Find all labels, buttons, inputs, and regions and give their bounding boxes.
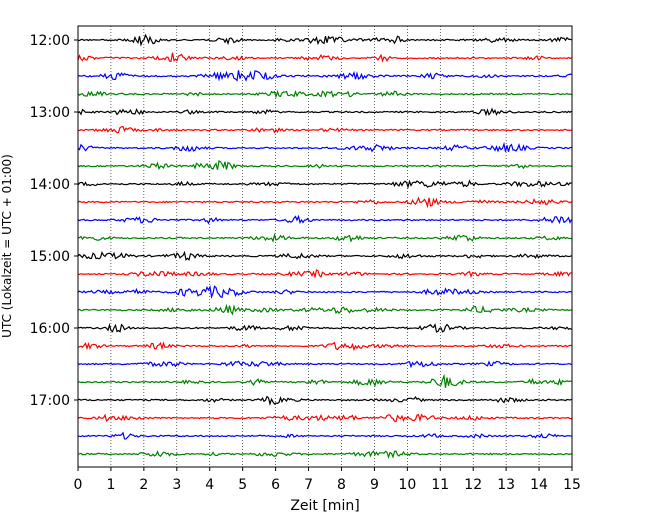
trace-1330 <box>77 141 572 153</box>
trace-1600 <box>77 323 572 333</box>
trace-1730 <box>77 431 572 440</box>
trace-1745 <box>77 450 572 459</box>
trace-1400 <box>77 179 572 190</box>
x-tick-label: 3 <box>172 477 181 493</box>
x-tick-label: 7 <box>304 477 313 493</box>
trace-1230 <box>77 70 572 82</box>
trace-1530 <box>77 285 572 299</box>
x-tick-label: 5 <box>238 477 247 493</box>
seismic-traces <box>77 33 573 459</box>
trace-1300 <box>77 107 572 117</box>
trace-1615 <box>77 341 572 352</box>
y-axis: 12:00 13:00 14:00 15:00 16:00 17:00 <box>30 33 78 409</box>
x-tick-label: 4 <box>205 477 214 493</box>
y-tick-label: 14:00 <box>30 177 70 193</box>
y-tick-label: 15:00 <box>30 249 70 265</box>
trace-1445 <box>77 232 572 243</box>
trace-1715 <box>77 413 572 423</box>
trace-1245 <box>77 89 572 99</box>
trace-1700 <box>77 395 572 407</box>
x-tick-label: 11 <box>431 477 449 493</box>
y-tick-label: 16:00 <box>30 321 70 337</box>
x-tick-label: 8 <box>337 477 346 493</box>
x-tick-label: 13 <box>497 477 515 493</box>
plot-frame <box>77 25 573 468</box>
grid-lines <box>110 26 540 467</box>
trace-1345 <box>77 160 572 171</box>
trace-1645 <box>77 373 572 388</box>
x-tick-label: 9 <box>370 477 379 493</box>
y-axis-label: UTC (Lokalzeit = UTC + 01:00) <box>0 154 14 338</box>
y-tick-label: 17:00 <box>30 393 70 409</box>
y-tick-label: 13:00 <box>30 105 70 121</box>
x-tick-label: 12 <box>464 477 482 493</box>
x-tick-label: 10 <box>398 477 416 493</box>
trace-1200 <box>77 33 572 47</box>
trace-1515 <box>77 269 572 279</box>
trace-1545 <box>77 303 572 316</box>
trace-1415 <box>77 196 572 209</box>
trace-1500 <box>77 250 572 261</box>
x-tick-label: 6 <box>271 477 280 493</box>
trace-1430 <box>77 214 573 225</box>
x-tick-label: 15 <box>563 477 581 493</box>
x-tick-label: 1 <box>106 477 115 493</box>
x-tick-label: 2 <box>139 477 148 493</box>
x-axis-label: Zeit [min] <box>290 498 359 514</box>
y-tick-label: 12:00 <box>30 33 70 49</box>
x-axis: 0 1 2 3 4 5 6 7 8 9 10 11 12 13 14 15 <box>74 467 581 493</box>
trace-1215 <box>77 52 572 63</box>
trace-1315 <box>77 126 572 134</box>
trace-1630 <box>77 360 572 369</box>
x-tick-label: 0 <box>74 477 83 493</box>
x-tick-label: 14 <box>530 477 548 493</box>
